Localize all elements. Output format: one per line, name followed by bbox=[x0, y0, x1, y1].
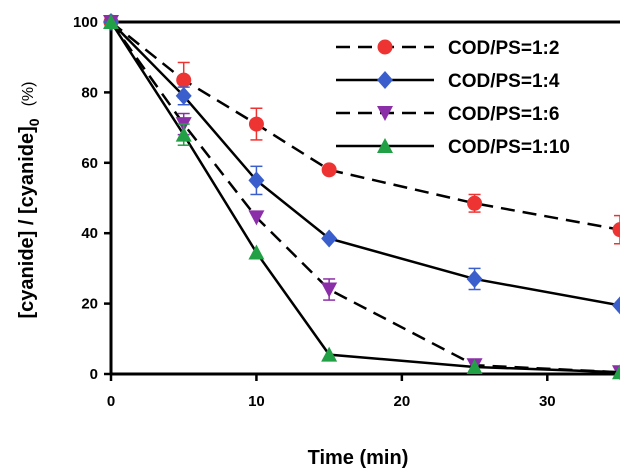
series-2 bbox=[103, 13, 620, 315]
data-point bbox=[176, 72, 192, 88]
legend-entry: COD/PS=1:2 bbox=[336, 38, 559, 59]
series-line bbox=[110, 21, 620, 307]
legend-marker bbox=[377, 138, 393, 153]
data-point bbox=[612, 222, 620, 238]
y-tick-label: 80 bbox=[81, 84, 98, 101]
data-point bbox=[175, 126, 192, 142]
data-point bbox=[103, 14, 119, 29]
series-3 bbox=[103, 15, 620, 381]
legend-marker bbox=[377, 39, 393, 55]
legend-label: COD/PS=1:4 bbox=[448, 71, 560, 92]
series-layer bbox=[103, 13, 620, 381]
x-tick-label: 10 bbox=[248, 393, 265, 410]
data-point bbox=[612, 364, 620, 380]
x-axis-title: Time (min) bbox=[308, 447, 409, 469]
data-point bbox=[248, 116, 264, 132]
legend-entry: COD/PS=1:4 bbox=[336, 71, 560, 92]
series-line bbox=[109, 21, 620, 374]
data-point bbox=[612, 296, 620, 315]
axis-labels: Time (min) [cyanide] / [cyanide]0(%) bbox=[16, 82, 408, 469]
data-point bbox=[321, 229, 338, 248]
data-point bbox=[248, 210, 265, 226]
data-point bbox=[466, 358, 483, 374]
series-4 bbox=[103, 14, 620, 380]
data-point bbox=[467, 195, 483, 211]
y-tick-label: 100 bbox=[73, 14, 98, 31]
data-point bbox=[248, 244, 265, 260]
data-point bbox=[321, 282, 338, 298]
data-point bbox=[321, 162, 337, 178]
series-line bbox=[110, 21, 620, 231]
y-tick-label: 20 bbox=[81, 296, 98, 313]
axes: 0 20 40 60 80 100 0 10 20 30 bbox=[73, 14, 620, 410]
legend-label: COD/PS=1:10 bbox=[448, 137, 570, 158]
data-point bbox=[466, 269, 483, 288]
legend-label: COD/PS=1:2 bbox=[448, 38, 559, 59]
data-point bbox=[321, 346, 338, 362]
series-line bbox=[109, 21, 620, 374]
x-tick-label: 30 bbox=[539, 393, 556, 410]
legend-label: COD/PS=1:6 bbox=[448, 104, 559, 125]
legend-marker bbox=[377, 71, 393, 89]
y-tick-label: 40 bbox=[81, 225, 98, 242]
legend-marker bbox=[377, 106, 393, 121]
data-point bbox=[248, 171, 265, 190]
data-point bbox=[175, 86, 192, 105]
legend-entry: COD/PS=1:10 bbox=[336, 137, 570, 158]
y-tick-label: 60 bbox=[81, 155, 98, 172]
y-axis-title-subscript: 0 bbox=[26, 118, 42, 126]
y-axis-title-main: [cyanide] / [cyanide] bbox=[16, 126, 38, 318]
y-axis-title-unit: (%) bbox=[20, 82, 37, 107]
x-tick-label: 20 bbox=[394, 393, 411, 410]
y-tick-label: 0 bbox=[90, 366, 98, 383]
y-axis-title: [cyanide] / [cyanide]0 (%) bbox=[16, 82, 42, 319]
legend: COD/PS=1:2 COD/PS=1:4 COD/PS=1:6 COD/PS=1:1… bbox=[336, 38, 570, 158]
legend-entry: COD/PS=1:6 bbox=[336, 104, 559, 125]
x-tick-label: 0 bbox=[107, 393, 115, 410]
